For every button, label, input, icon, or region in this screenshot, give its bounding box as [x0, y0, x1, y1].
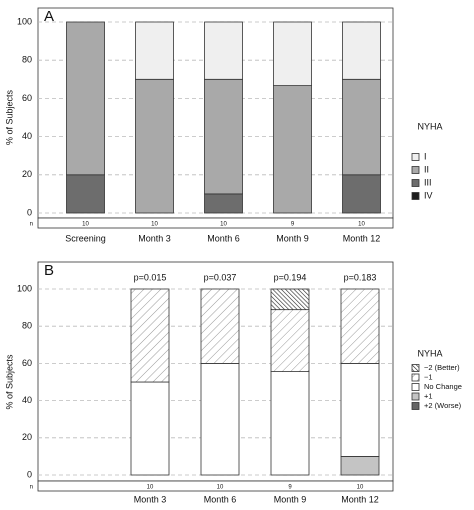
bar-segment	[135, 21, 174, 80]
legend-swatch	[411, 373, 420, 382]
n-value: 10	[82, 222, 89, 228]
y-tick-label: 60	[22, 93, 32, 103]
x-tick-label: Month 6	[207, 233, 240, 243]
bar-segment	[130, 381, 170, 476]
legend-title: NYHA	[417, 348, 442, 358]
y-tick-label: 100	[17, 283, 32, 293]
legend-label: III	[424, 177, 432, 187]
panel-label: B	[44, 262, 54, 279]
x-tick-label: Month 3	[138, 233, 171, 243]
bar-segment	[200, 288, 240, 364]
bar-segment	[270, 309, 310, 372]
bar-segment	[340, 288, 380, 364]
n-value: 10	[147, 485, 154, 491]
x-tick-label: Month 6	[204, 494, 237, 504]
y-tick-label: 20	[22, 169, 32, 179]
legend-label: +2 (Worse)	[424, 401, 462, 410]
x-tick-label: Month 3	[134, 494, 167, 504]
n-label: n	[30, 485, 33, 491]
legend-label: IV	[424, 190, 433, 200]
bar-segment	[270, 371, 310, 476]
legend-label: +1	[424, 391, 433, 400]
bar-segment	[270, 288, 310, 311]
y-tick-label: 20	[22, 432, 32, 442]
bar-segment	[204, 21, 243, 80]
p-value: p=0.194	[274, 272, 307, 282]
legend-label: No Change	[424, 382, 462, 391]
n-label: n	[30, 222, 33, 228]
y-tick-label: 60	[22, 358, 32, 368]
legend-swatch	[411, 383, 420, 391]
n-row	[37, 217, 394, 229]
n-value: 9	[288, 485, 292, 491]
legend-label: −1	[424, 372, 433, 381]
panel-label: A	[44, 8, 54, 25]
n-value: 10	[217, 485, 224, 491]
bar-segment	[273, 21, 312, 87]
x-tick-label: Screening	[65, 233, 106, 243]
legend-swatch	[411, 364, 420, 372]
x-tick-label: Month 12	[343, 233, 381, 243]
x-tick-label: Month 9	[276, 233, 309, 243]
legend-title: NYHA	[417, 121, 442, 131]
bar-segment	[66, 21, 105, 176]
legend-label: I	[424, 151, 427, 161]
y-tick-label: 0	[27, 207, 32, 217]
y-tick-label: 0	[27, 469, 32, 479]
bar-segment	[204, 193, 243, 214]
bar-segment	[66, 174, 105, 214]
n-value: 10	[151, 222, 158, 228]
bar-segment	[130, 288, 170, 383]
y-axis-label: % of Subjects	[4, 89, 14, 145]
bar-segment	[135, 78, 174, 214]
p-value: p=0.037	[204, 272, 237, 282]
p-value: p=0.183	[344, 272, 377, 282]
y-tick-label: 80	[22, 321, 32, 331]
legend-swatch	[411, 392, 420, 401]
n-value: 10	[220, 222, 227, 228]
bar-segment	[340, 362, 380, 457]
legend-swatch	[411, 192, 420, 200]
y-axis-label: % of Subjects	[4, 354, 14, 410]
legend-label: −2 (Better)	[424, 363, 460, 372]
p-value: p=0.015	[134, 272, 167, 282]
bar-segment	[342, 21, 381, 80]
n-value: 10	[358, 222, 365, 228]
legend-swatch	[411, 179, 420, 187]
bar-segment	[204, 78, 243, 195]
legend-swatch	[411, 402, 420, 410]
y-tick-label: 40	[22, 395, 32, 405]
legend-label: II	[424, 164, 429, 174]
y-tick-label: 80	[22, 55, 32, 65]
n-value: 9	[291, 222, 295, 228]
n-value: 10	[357, 485, 364, 491]
legend-swatch	[411, 166, 420, 174]
bar-segment	[340, 455, 380, 476]
bar-segment	[342, 174, 381, 214]
y-tick-label: 100	[17, 16, 32, 26]
bar-segment	[273, 85, 312, 214]
bar-segment	[200, 362, 240, 476]
x-tick-label: Month 12	[341, 494, 379, 504]
x-tick-label: Month 9	[274, 494, 307, 504]
legend-swatch	[411, 153, 420, 161]
y-tick-label: 40	[22, 131, 32, 141]
n-row	[37, 480, 394, 492]
bar-segment	[342, 78, 381, 176]
